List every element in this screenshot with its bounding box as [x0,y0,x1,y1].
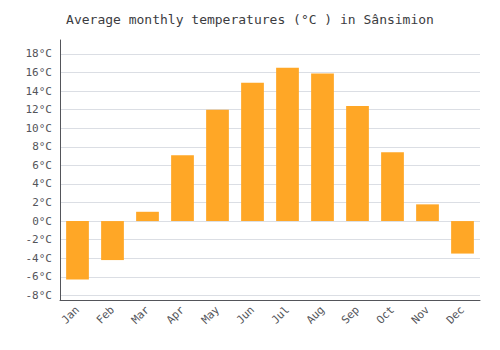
svg-text:Dec: Dec [444,303,467,326]
svg-text:8°C: 8°C [32,140,52,153]
svg-text:16°C: 16°C [26,66,53,79]
svg-text:18°C: 18°C [26,47,53,60]
svg-text:4°C: 4°C [32,177,52,190]
svg-text:Sep: Sep [339,303,362,326]
svg-text:0°C: 0°C [32,215,52,228]
svg-text:Mar: Mar [129,303,152,326]
svg-text:Oct: Oct [374,303,397,326]
svg-text:Aug: Aug [304,303,327,326]
svg-text:Jul: Jul [269,303,292,326]
svg-text:-8°C: -8°C [26,289,53,302]
svg-text:10°C: 10°C [26,122,53,135]
svg-text:6°C: 6°C [32,159,52,172]
svg-text:-2°C: -2°C [26,233,53,246]
svg-text:12°C: 12°C [26,103,53,116]
svg-text:Nov: Nov [409,303,432,326]
svg-text:Feb: Feb [94,303,117,326]
svg-text:-6°C: -6°C [26,270,53,283]
svg-text:14°C: 14°C [26,85,53,98]
svg-text:Apr: Apr [164,303,187,326]
svg-text:-4°C: -4°C [26,252,53,265]
svg-text:Jun: Jun [234,303,257,326]
svg-text:Jan: Jan [59,303,82,326]
svg-text:Average monthly temperatures (: Average monthly temperatures (°C ) in Sâ… [66,12,434,27]
svg-text:2°C: 2°C [32,196,52,209]
svg-text:May: May [199,303,222,326]
